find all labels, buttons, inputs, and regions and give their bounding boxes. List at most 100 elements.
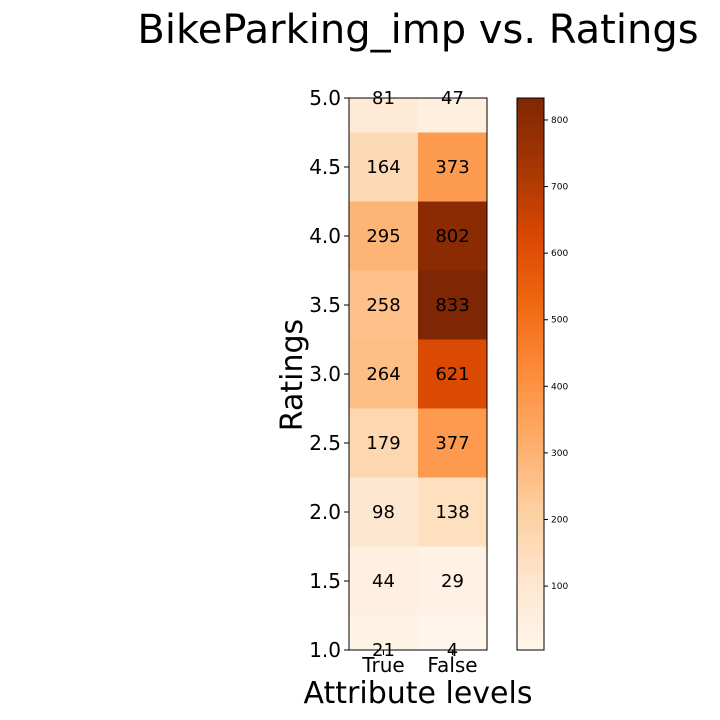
heatmap-cell: [349, 339, 418, 409]
heatmap-cell: [418, 270, 487, 340]
colorbar-segment: [517, 387, 544, 393]
colorbar-segment: [517, 268, 544, 274]
colorbar-segment: [517, 585, 544, 591]
colorbar-segment: [517, 544, 544, 550]
colorbar-segment: [517, 433, 544, 439]
colorbar-segment: [517, 111, 544, 117]
colorbar-segment: [517, 102, 544, 108]
y-tick-label: 4.0: [309, 224, 341, 248]
colorbar-segment: [517, 309, 544, 315]
cell-value-label: 98: [372, 502, 395, 523]
heatmap-cell: [349, 132, 418, 202]
colorbar-segment: [517, 277, 544, 283]
heatmap-cell: [418, 546, 487, 616]
colorbar-tick-label: 300: [551, 449, 568, 459]
colorbar-segment: [517, 571, 544, 577]
y-tick-label: 2.5: [309, 431, 341, 455]
colorbar-segment: [517, 369, 544, 375]
colorbar-segment: [517, 525, 544, 531]
y-tick-label: 4.5: [309, 155, 341, 179]
cell-value-label: 373: [435, 157, 469, 178]
colorbar-segment: [517, 636, 544, 642]
colorbar-tick-label: 200: [551, 515, 568, 525]
colorbar-segment: [517, 272, 544, 278]
colorbar-frame: [516, 97, 545, 651]
colorbar-segment: [517, 153, 544, 159]
colorbar-segment: [517, 539, 544, 545]
cell-value-label: 258: [366, 295, 400, 316]
colorbar-segment: [517, 627, 544, 633]
colorbar-segment: [517, 98, 544, 104]
colorbar-segment: [517, 328, 544, 334]
y-tick-label: 1.0: [309, 638, 341, 662]
y-tick-label: 2.0: [309, 500, 341, 524]
colorbar-segment: [517, 249, 544, 255]
y-tick-label: 5.0: [309, 86, 341, 110]
heatmap-cell: [418, 132, 487, 202]
colorbar-segment: [517, 263, 544, 269]
colorbar-segment: [517, 470, 544, 476]
colorbar-segment: [517, 567, 544, 573]
colorbar-segment: [517, 332, 544, 338]
colorbar-segment: [517, 645, 544, 651]
heatmap-cell: [418, 477, 487, 547]
colorbar-segment: [517, 291, 544, 297]
colorbar-segment: [517, 305, 544, 311]
colorbar-segment: [517, 360, 544, 366]
heatmap-cell: [349, 546, 418, 616]
colorbar-segment: [517, 236, 544, 242]
heatmap-cell: [349, 408, 418, 478]
cell-value-label: 377: [435, 433, 469, 454]
colorbar-segment: [517, 116, 544, 122]
x-tick-label: False: [427, 653, 477, 677]
colorbar-segment: [517, 134, 544, 140]
colorbar-segment: [517, 374, 544, 380]
cell-value-label: 833: [435, 295, 469, 316]
colorbar-segment: [517, 535, 544, 541]
colorbar-tick-label: 100: [551, 582, 568, 592]
colorbar-segment: [517, 420, 544, 426]
colorbar-segment: [517, 162, 544, 168]
colorbar-segment: [517, 438, 544, 444]
colorbar-segment: [517, 604, 544, 610]
colorbar-segment: [517, 608, 544, 614]
heatmap-cell: [349, 270, 418, 340]
colorbar-segment: [517, 231, 544, 237]
colorbar-segment: [517, 351, 544, 357]
colorbar-segment: [517, 617, 544, 623]
colorbar-segment: [517, 167, 544, 173]
colorbar-segment: [517, 171, 544, 177]
colorbar: 100 200 300 400 500 600 700 800: [516, 97, 568, 651]
cell-value-label: 264: [366, 364, 400, 385]
heatmap-cell: [418, 339, 487, 409]
y-tick-label: 3.0: [309, 362, 341, 386]
colorbar-segment: [517, 512, 544, 518]
colorbar-segment: [517, 613, 544, 619]
colorbar-segment: [517, 148, 544, 154]
colorbar-segment: [517, 397, 544, 403]
colorbar-segment: [517, 364, 544, 370]
colorbar-tick-label: 800: [551, 116, 568, 126]
heatmap-cell: [349, 615, 418, 650]
y-axis-label: Ratings: [275, 319, 310, 431]
colorbar-segment: [517, 622, 544, 628]
colorbar-segment: [517, 121, 544, 127]
colorbar-segment: [517, 213, 544, 219]
heatmap-cell: [418, 408, 487, 478]
colorbar-tick-label: 600: [551, 249, 568, 259]
colorbar-segment: [517, 484, 544, 490]
colorbar-segment: [517, 341, 544, 347]
colorbar-segment: [517, 107, 544, 113]
colorbar-segment: [517, 447, 544, 453]
colorbar-segment: [517, 456, 544, 462]
colorbar-segment: [517, 406, 544, 412]
colorbar-segment: [517, 401, 544, 407]
colorbar-segment: [517, 424, 544, 430]
colorbar-segment: [517, 475, 544, 481]
colorbar-segment: [517, 180, 544, 186]
colorbar-segment: [517, 144, 544, 150]
colorbar-segment: [517, 203, 544, 209]
colorbar-segment: [517, 498, 544, 504]
cell-value-label: 44: [372, 571, 395, 592]
